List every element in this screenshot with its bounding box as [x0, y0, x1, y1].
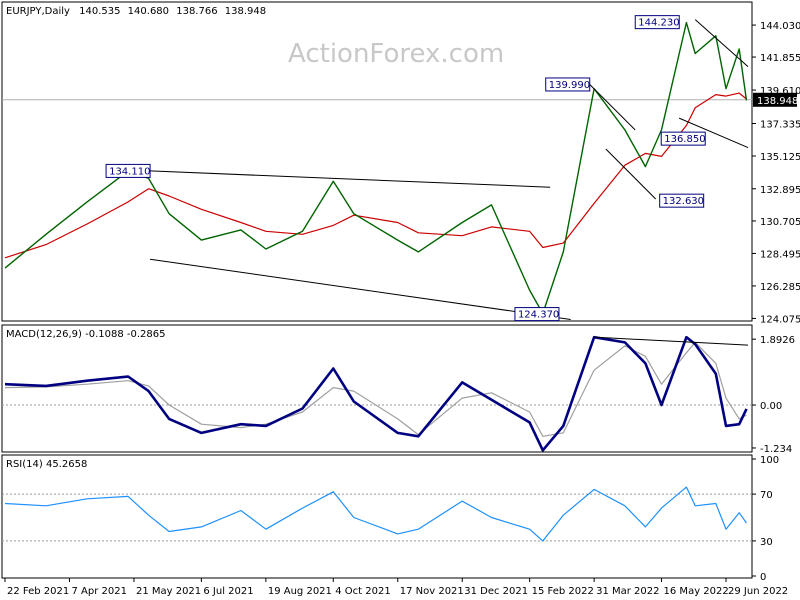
- price-y-axis: 144.030 141.855 139.610 137.335 135.125 132.8…: [752, 21, 800, 325]
- price-y-tick-label: 132.895: [760, 185, 800, 196]
- macd-signal-line: [4, 341, 747, 437]
- time-tick-label: 17 Nov 2021: [400, 586, 464, 597]
- price-annotation-box: [514, 307, 560, 322]
- price-annotation-label: 136.850: [664, 134, 705, 145]
- time-tick-label: 4 Oct 2021: [335, 586, 390, 597]
- price-panel-title-text: EURJPY,Daily: [6, 6, 70, 17]
- price-y-tick-label: 141.855: [760, 53, 800, 64]
- watermark: ActionForex.com: [288, 39, 504, 69]
- price-annotation-label: 134.110: [109, 166, 150, 177]
- time-tick-label: 22 Feb 2021: [7, 586, 69, 597]
- macd-y-tick-label: 1.8926: [760, 335, 795, 346]
- time-tick-label: 7 Apr 2021: [71, 586, 126, 597]
- macd-y-tick-label: 0.00: [760, 401, 782, 412]
- price-y-tick-label: 144.030: [760, 21, 800, 32]
- price-y-tick-label: 126.285: [760, 282, 800, 293]
- time-tick-label: 16 May 2022: [664, 586, 729, 597]
- rsi-series-line: [4, 486, 747, 542]
- time-tick-label: 31 Mar 2022: [596, 586, 659, 597]
- macd-panel-frame: [1, 324, 753, 453]
- price-y-tick-label: 139.610: [760, 86, 800, 97]
- macd-marks: [2, 335, 752, 452]
- sma-series-line: [4, 92, 747, 259]
- trendline: [150, 258, 571, 321]
- price-y-tick-label: 137.335: [760, 119, 800, 130]
- rsi-y-tick-label: 30: [760, 537, 773, 548]
- price-panel-title: EURJPY,Daily 140.535 140.680 138.766 138…: [6, 6, 266, 17]
- rsi-y-tick-label: 100: [760, 455, 779, 466]
- time-tick-label: 31 Dec 2021: [464, 586, 528, 597]
- price-annotation-label: 139.990: [549, 80, 590, 91]
- price-annotation-label: 144.230: [638, 18, 679, 29]
- trendline: [150, 170, 551, 188]
- price-annotation-box: [660, 131, 706, 146]
- macd-panel: MACD(12,26,9) -0.1088 -0.2865 1.8926 0.00…: [1, 324, 795, 455]
- macd-panel-title: MACD(12,26,9) -0.1088 -0.2865: [6, 329, 166, 340]
- price-annotation-box: [634, 15, 680, 30]
- price-annotation-label: 132.630: [663, 196, 704, 207]
- last-price-tag: [753, 92, 797, 107]
- price-annotation-box: [659, 193, 705, 208]
- rsi-y-axis: 100 70 30 0: [752, 455, 779, 583]
- rsi-y-tick-label: 0: [760, 572, 766, 583]
- price-y-tick-label: 124.075: [760, 314, 800, 325]
- macd-y-axis: 1.8926 0.00 -1.234: [752, 335, 795, 455]
- price-y-tick-label: 128.495: [760, 249, 800, 260]
- rsi-marks: [2, 486, 752, 542]
- rsi-panel-title: RSI(14) 45.2658: [6, 459, 87, 470]
- time-tick-label: 19 Aug 2021: [268, 586, 332, 597]
- macd-main-line: [4, 335, 748, 452]
- rsi-y-tick-label: 70: [760, 490, 773, 501]
- price-panel-frame: [1, 1, 753, 322]
- rsi-panel: RSI(14) 45.2658 100 70 30 0: [1, 454, 779, 583]
- price-annotation-box: [545, 77, 591, 92]
- price-annotation-box: [105, 163, 151, 178]
- price-y-tick-label: 135.125: [760, 152, 800, 163]
- time-tick-label: 21 May 2021: [136, 586, 201, 597]
- ohlc-high: 140.680: [128, 6, 169, 17]
- trendline: [589, 84, 636, 131]
- price-panel: EURJPY,Daily 140.535 140.680 138.766 138…: [1, 1, 800, 325]
- ohlc-low: 138.766: [176, 6, 217, 17]
- time-tick-label: 6 Jul 2021: [203, 586, 253, 597]
- trendline: [678, 117, 749, 148]
- price-series-line: [4, 21, 748, 315]
- trendline: [694, 19, 749, 68]
- price-marks: 144.230 139.990 136.850 134.110 132.630 124.3…: [2, 15, 752, 322]
- price-annotation-label: 124.370: [518, 310, 559, 321]
- macd-trendline: [594, 336, 749, 346]
- ohlc-open: 140.535: [79, 6, 120, 17]
- trendline: [605, 148, 657, 200]
- rsi-panel-frame: [1, 454, 753, 579]
- time-tick-label: 15 Feb 2022: [532, 586, 594, 597]
- time-axis: 22 Feb 2021 7 Apr 2021 21 May 2021 6 Jul 20…: [4, 578, 788, 597]
- ohlc-close: 138.948: [225, 6, 266, 17]
- last-price-label: 138.948: [757, 96, 798, 107]
- price-y-tick-label: 130.705: [760, 217, 800, 228]
- macd-y-tick-label: -1.234: [760, 444, 792, 455]
- time-tick-label: 29 Jun 2022: [728, 586, 788, 597]
